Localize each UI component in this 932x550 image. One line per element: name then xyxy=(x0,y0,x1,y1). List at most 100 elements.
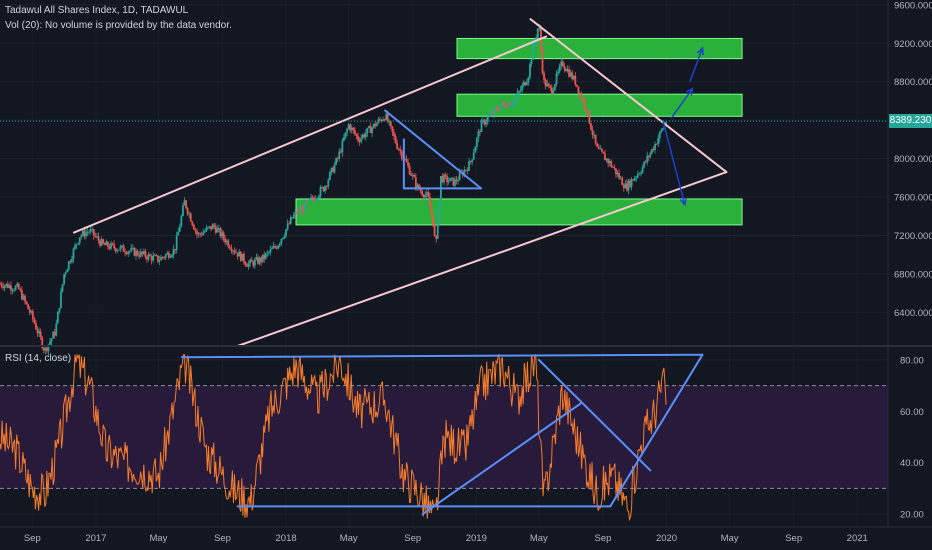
candle-body xyxy=(636,173,639,177)
candle-body xyxy=(200,234,203,236)
candle-body xyxy=(441,176,444,183)
candle-body xyxy=(55,323,58,336)
candle-body xyxy=(31,311,34,319)
candle-body xyxy=(296,211,298,215)
candle-body xyxy=(350,127,353,131)
candle-body xyxy=(150,256,153,261)
candle-body xyxy=(160,256,162,261)
candle-body xyxy=(421,190,424,195)
candle-body xyxy=(371,127,373,133)
candle-body xyxy=(602,151,605,154)
candle-body xyxy=(288,223,291,225)
time-tick-label: May xyxy=(530,533,548,544)
candle-body xyxy=(474,146,477,153)
candle-body xyxy=(133,247,136,256)
candle-body xyxy=(8,285,11,288)
candle-body xyxy=(91,229,94,231)
candle-body xyxy=(590,123,592,130)
candle-body xyxy=(241,253,244,261)
candle-body xyxy=(219,228,222,237)
candle-body xyxy=(214,226,217,233)
candle-body xyxy=(167,252,170,258)
candle-body xyxy=(388,121,391,123)
candle-body xyxy=(450,177,453,179)
candle-body xyxy=(124,251,126,253)
candle-body xyxy=(157,255,159,262)
candle-body xyxy=(228,246,231,249)
candle-body xyxy=(99,240,101,246)
candle-body xyxy=(271,248,273,250)
candle-body xyxy=(571,72,574,80)
candle-body xyxy=(511,104,514,105)
price-tick-label: 9200.000 xyxy=(894,39,932,50)
candle-body xyxy=(505,106,508,108)
candle-body xyxy=(222,232,225,239)
candle-body xyxy=(479,131,481,133)
candle-body xyxy=(407,162,409,166)
candle-body xyxy=(14,286,17,290)
candle-body xyxy=(78,237,81,243)
candle-body xyxy=(486,116,489,122)
candle-body xyxy=(300,207,303,212)
candle-body xyxy=(660,129,663,132)
time-tick-label: Sep xyxy=(24,533,41,544)
candle-body xyxy=(131,247,134,249)
candle-body xyxy=(582,99,585,101)
candle-body xyxy=(41,337,44,348)
candle-body xyxy=(285,229,287,236)
candle-body xyxy=(411,175,414,176)
trendline-upper-channel xyxy=(73,35,548,234)
candle-body xyxy=(382,119,384,121)
candle-body xyxy=(432,214,434,225)
candle-body xyxy=(205,227,208,232)
candle-body xyxy=(635,176,638,178)
candle-body xyxy=(27,304,30,310)
candle-body xyxy=(468,161,470,171)
candle-body xyxy=(399,149,402,152)
candle-body xyxy=(524,81,527,86)
candle-body xyxy=(633,177,636,181)
candle-body xyxy=(20,290,23,300)
candle-body xyxy=(272,245,275,249)
candle-body xyxy=(236,252,239,257)
support-resistance-zone xyxy=(295,198,743,226)
candle-body xyxy=(80,235,83,238)
candle-body xyxy=(324,186,327,192)
time-tick-label: 2019 xyxy=(466,533,487,544)
candle-body xyxy=(224,238,227,243)
candle-body xyxy=(225,240,228,243)
candle-body xyxy=(393,132,395,137)
price-tick-label: 7200.000 xyxy=(894,231,932,242)
chart-title[interactable]: Tadawul All Shares Index, 1D, TADAWUL xyxy=(5,5,189,16)
candle-body xyxy=(180,215,183,227)
candle-body xyxy=(10,285,12,291)
candle-body xyxy=(17,283,20,289)
time-tick-label: 2018 xyxy=(276,533,297,544)
time-tick-label: Sep xyxy=(785,533,802,544)
candle-body xyxy=(610,161,613,167)
candle-body xyxy=(174,249,176,251)
candle-body xyxy=(2,286,5,288)
candle-body xyxy=(110,243,112,249)
candle-body xyxy=(641,167,644,173)
candle-body xyxy=(579,93,581,95)
candle-body xyxy=(163,257,166,259)
candle-body xyxy=(81,230,84,236)
rsi-title[interactable]: RSI (14, close) xyxy=(5,353,72,364)
price-tick-label: 8000.000 xyxy=(894,154,932,165)
candle-body xyxy=(497,109,500,111)
candle-body xyxy=(438,199,441,225)
candle-body xyxy=(177,231,180,236)
projection-arrow xyxy=(689,47,704,82)
candle-body xyxy=(661,128,664,130)
candle-body xyxy=(147,254,150,260)
candle-body xyxy=(311,197,314,199)
candle-body xyxy=(294,211,297,215)
candle-body xyxy=(152,255,155,261)
candle-body xyxy=(227,240,230,247)
candle-body xyxy=(488,115,491,117)
candle-body xyxy=(594,134,597,144)
candle-body xyxy=(207,227,209,229)
candle-body xyxy=(560,61,563,66)
candle-body xyxy=(529,63,531,78)
